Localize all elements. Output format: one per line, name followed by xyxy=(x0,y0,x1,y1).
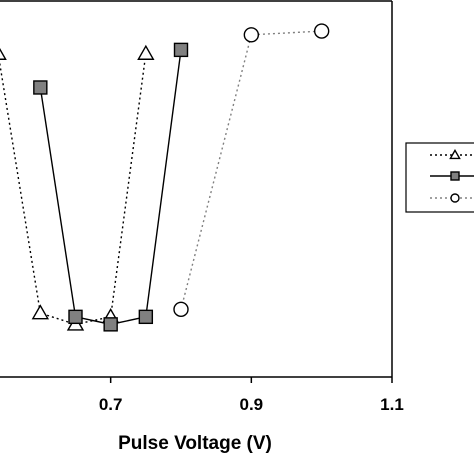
data-point-square xyxy=(138,309,154,325)
x-axis-title: Pulse Voltage (V) xyxy=(118,433,272,454)
x-tick-label: 0.9 xyxy=(240,395,264,414)
legend xyxy=(405,142,474,213)
x-tick-label: 0.7 xyxy=(99,395,123,414)
data-point-triangle xyxy=(0,48,7,60)
series-layer xyxy=(0,23,330,332)
series-1 xyxy=(0,44,155,331)
series-1-line xyxy=(0,53,147,326)
data-point-square xyxy=(103,317,118,332)
series-3 xyxy=(173,23,330,318)
plot-area xyxy=(0,0,393,378)
x-tick-label: 1.1 xyxy=(380,395,404,414)
data-point-circle xyxy=(173,301,189,318)
data-point-triangle xyxy=(449,148,461,160)
data-point-square xyxy=(33,80,48,95)
x-axis-ticks: .50.70.91.1 xyxy=(99,377,404,414)
data-point-triangle xyxy=(137,44,155,60)
data-point-circle xyxy=(243,27,260,43)
data-point-triangle xyxy=(31,304,50,320)
data-point-square xyxy=(450,171,460,181)
data-point-circle xyxy=(450,193,460,203)
series-2-line xyxy=(39,49,182,326)
data-point-square xyxy=(173,42,189,58)
series-2 xyxy=(33,42,189,332)
data-point-square xyxy=(68,309,83,325)
series-3-line xyxy=(180,30,322,310)
data-point-circle xyxy=(313,23,330,39)
legend-box xyxy=(405,142,474,213)
